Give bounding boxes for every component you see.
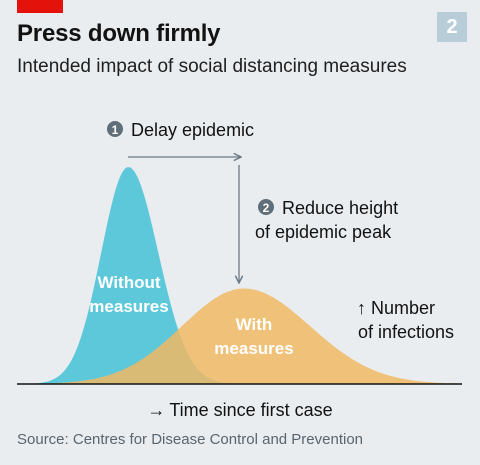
reduce-height-label-line1: Reduce height bbox=[282, 198, 398, 218]
step-1-number: 1 bbox=[112, 123, 119, 137]
brand-red-tag bbox=[17, 0, 63, 13]
chart-title: Press down firmly bbox=[17, 20, 221, 47]
step-2-number: 2 bbox=[263, 201, 270, 215]
source-note: Source: Centres for Disease Control and … bbox=[17, 431, 364, 448]
x-axis-label: → Time since first case bbox=[147, 400, 332, 420]
reduce-height-label-line2: of epidemic peak bbox=[255, 222, 392, 242]
without-measures-label-line1: Without bbox=[97, 273, 160, 292]
y-axis-label-text: Number bbox=[371, 298, 435, 318]
x-axis-arrow: → bbox=[147, 400, 165, 420]
delay-epidemic-label: Delay epidemic bbox=[131, 120, 254, 140]
y-axis-label-line2: of infections bbox=[358, 322, 454, 342]
chart-subtitle: Intended impact of social distancing mea… bbox=[17, 56, 407, 77]
step-2-marker bbox=[258, 199, 274, 215]
without-measures-curve bbox=[17, 167, 462, 384]
x-axis-label-text: Time since first case bbox=[169, 400, 332, 420]
without-measures-label-line2: measures bbox=[89, 297, 168, 316]
y-axis-label-line1: ↑ Number bbox=[357, 298, 435, 318]
y-axis-arrow: ↑ bbox=[357, 298, 366, 318]
with-measures-label-line2: measures bbox=[214, 339, 293, 358]
with-measures-curve bbox=[17, 288, 462, 384]
chart-number-badge: 2 bbox=[437, 12, 467, 42]
with-measures-label-line1: With bbox=[236, 315, 273, 334]
step-1-marker bbox=[107, 121, 123, 137]
